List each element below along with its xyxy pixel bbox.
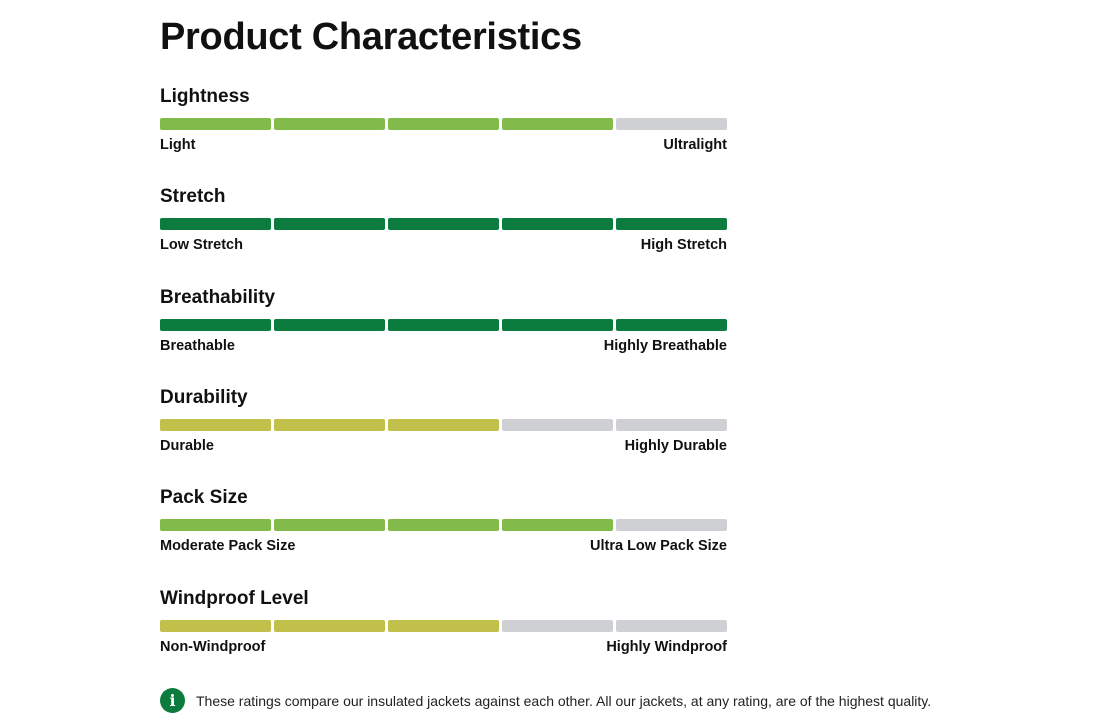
rating-segment-filled	[388, 620, 499, 632]
rating-segment-filled	[388, 218, 499, 230]
scale-max-label: Highly Durable	[624, 438, 727, 454]
scale-labels: Durable Highly Durable	[160, 438, 727, 454]
rating-segment-filled	[274, 519, 385, 531]
rating-segment-filled	[160, 218, 271, 230]
scale-max-label: Highly Windproof	[606, 639, 727, 655]
rating-segment-filled	[388, 419, 499, 431]
scale-max-label: Ultralight	[663, 137, 727, 153]
rating-segment-empty	[616, 519, 727, 531]
info-icon: i	[160, 688, 185, 713]
rating-segment-filled	[274, 218, 385, 230]
rating-segment-filled	[274, 620, 385, 632]
scale-min-label: Durable	[160, 438, 214, 454]
rating-segment-filled	[616, 218, 727, 230]
characteristic-title: Pack Size	[160, 487, 248, 508]
scale-min-label: Breathable	[160, 338, 235, 354]
rating-bar	[160, 319, 727, 331]
rating-segment-empty	[502, 419, 613, 431]
rating-segment-filled	[160, 419, 271, 431]
rating-segment-filled	[502, 118, 613, 130]
characteristic-windproof-level: Windproof Level Non-Windproof Highly Win…	[160, 587, 727, 655]
rating-bar	[160, 218, 727, 230]
rating-segment-filled	[502, 319, 613, 331]
characteristic-title: Lightness	[160, 86, 250, 107]
rating-segment-filled	[502, 519, 613, 531]
ratings-note: i These ratings compare our insulated ja…	[160, 688, 931, 713]
rating-segment-empty	[616, 620, 727, 632]
scale-labels: Non-Windproof Highly Windproof	[160, 639, 727, 655]
rating-segment-filled	[388, 519, 499, 531]
scale-min-label: Low Stretch	[160, 237, 243, 253]
rating-segment-empty	[502, 620, 613, 632]
rating-segment-filled	[388, 118, 499, 130]
characteristic-title: Durability	[160, 387, 248, 408]
rating-bar	[160, 519, 727, 531]
characteristic-pack-size: Pack Size Moderate Pack Size Ultra Low P…	[160, 486, 727, 554]
scale-max-label: Ultra Low Pack Size	[590, 538, 727, 554]
rating-segment-empty	[616, 118, 727, 130]
characteristic-lightness: Lightness Light Ultralight	[160, 85, 727, 153]
characteristic-stretch: Stretch Low Stretch High Stretch	[160, 185, 727, 253]
rating-segment-filled	[274, 118, 385, 130]
scale-min-label: Non-Windproof	[160, 639, 266, 655]
page-title: Product Characteristics	[160, 16, 582, 58]
characteristic-title: Breathability	[160, 287, 276, 308]
scale-min-label: Light	[160, 137, 196, 153]
rating-segment-filled	[388, 319, 499, 331]
scale-max-label: High Stretch	[640, 237, 727, 253]
rating-segment-filled	[502, 218, 613, 230]
rating-segment-filled	[160, 620, 271, 632]
scale-min-label: Moderate Pack Size	[160, 538, 296, 554]
rating-segment-filled	[616, 319, 727, 331]
scale-labels: Light Ultralight	[160, 137, 727, 153]
note-text: These ratings compare our insulated jack…	[196, 692, 932, 709]
characteristic-title: Windproof Level	[160, 588, 309, 609]
rating-bar	[160, 118, 727, 130]
rating-segment-filled	[160, 319, 271, 331]
rating-segment-filled	[160, 519, 271, 531]
scale-labels: Low Stretch High Stretch	[160, 237, 727, 253]
rating-segment-filled	[274, 319, 385, 331]
scale-labels: Moderate Pack Size Ultra Low Pack Size	[160, 538, 727, 554]
rating-segment-filled	[160, 118, 271, 130]
rating-segment-filled	[274, 419, 385, 431]
characteristic-title: Stretch	[160, 186, 226, 207]
characteristic-durability: Durability Durable Highly Durable	[160, 386, 727, 454]
characteristic-breathability: Breathability Breathable Highly Breathab…	[160, 286, 727, 354]
scale-labels: Breathable Highly Breathable	[160, 338, 727, 354]
rating-bar	[160, 620, 727, 632]
rating-segment-empty	[616, 419, 727, 431]
scale-max-label: Highly Breathable	[603, 338, 727, 354]
rating-bar	[160, 419, 727, 431]
